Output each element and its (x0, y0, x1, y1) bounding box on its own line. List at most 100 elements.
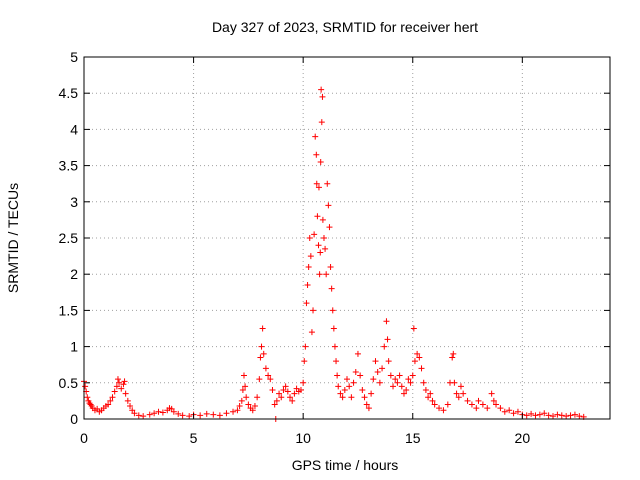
data-point (210, 411, 217, 418)
data-point (318, 86, 325, 93)
y-tick-label: 0 (70, 411, 78, 427)
data-point (450, 350, 457, 357)
data-point (563, 413, 570, 420)
data-point (346, 383, 353, 390)
data-point (376, 379, 383, 386)
data-point (352, 368, 359, 375)
data-point (249, 407, 256, 414)
data-point (273, 397, 280, 404)
y-tick-label: 5 (70, 49, 78, 65)
data-point (280, 387, 287, 394)
data-point (427, 390, 434, 397)
y-tick-label: 2.5 (59, 230, 79, 246)
data-point (407, 379, 414, 386)
data-point (506, 407, 513, 414)
data-point (410, 325, 417, 332)
data-point (396, 372, 403, 379)
data-point (541, 410, 548, 417)
data-point (234, 407, 241, 414)
x-tick-label: 10 (295, 430, 311, 446)
data-point (493, 401, 500, 408)
data-point (179, 412, 186, 419)
data-point (460, 390, 467, 397)
x-tick-label: 0 (80, 430, 88, 446)
data-point (260, 350, 267, 357)
data-point (282, 383, 289, 390)
data-point (197, 412, 204, 419)
data-point (203, 410, 210, 417)
data-point (475, 397, 482, 404)
chart-title: Day 327 of 2023, SRMTID for receiver her… (212, 19, 478, 35)
data-point (528, 410, 535, 417)
data-point (337, 390, 344, 397)
grid-layer (84, 57, 610, 419)
data-point (223, 410, 230, 417)
data-points (81, 86, 587, 422)
y-tick-label: 1.5 (59, 302, 79, 318)
data-point (240, 372, 247, 379)
data-point (425, 394, 432, 401)
data-point (335, 383, 342, 390)
data-point (576, 413, 583, 420)
data-point (319, 93, 326, 100)
data-point (473, 405, 480, 412)
data-point (359, 387, 366, 394)
data-point (243, 394, 250, 401)
data-point (333, 358, 340, 365)
data-point (394, 379, 401, 386)
data-point (317, 158, 324, 165)
data-point (365, 405, 372, 412)
data-point (558, 412, 565, 419)
data-point (322, 245, 329, 252)
data-point (265, 372, 272, 379)
y-tick-label: 4.5 (59, 85, 79, 101)
data-point (310, 307, 317, 314)
data-point (87, 401, 94, 408)
data-point (532, 412, 539, 419)
data-point (300, 379, 307, 386)
data-point (116, 379, 123, 386)
data-point (329, 307, 336, 314)
data-point (317, 249, 324, 256)
data-point (501, 408, 508, 415)
data-point (159, 409, 166, 416)
data-point (363, 401, 370, 408)
data-point (418, 365, 425, 372)
data-point (350, 379, 357, 386)
data-point (451, 379, 458, 386)
data-point (414, 350, 421, 357)
data-point (262, 365, 269, 372)
data-point (146, 411, 153, 418)
data-point (403, 387, 410, 394)
axis-ticks: 0 0.5 1 1.5 2 2.5 3 3.5 4 4.5 5 0 5 10 15 20 (59, 49, 610, 446)
data-point (392, 376, 399, 383)
data-point (571, 411, 578, 418)
data-point (554, 411, 561, 418)
data-point (416, 354, 423, 361)
data-point (357, 372, 364, 379)
data-point (302, 343, 309, 350)
data-point (372, 358, 379, 365)
data-point (479, 401, 486, 408)
y-tick-label: 4 (70, 121, 78, 137)
data-point (259, 325, 266, 332)
data-point (113, 383, 120, 390)
data-point (124, 397, 131, 404)
data-point (545, 412, 552, 419)
data-point (464, 397, 471, 404)
data-point (289, 397, 296, 404)
data-point (269, 387, 276, 394)
data-point (239, 387, 246, 394)
data-point (457, 383, 464, 390)
data-point (82, 383, 89, 390)
data-point (155, 408, 162, 415)
data-point (431, 401, 438, 408)
data-point (323, 271, 330, 278)
data-point (319, 216, 326, 223)
data-point (245, 401, 252, 408)
data-point (111, 388, 118, 395)
data-point (484, 405, 491, 412)
data-point (127, 402, 134, 409)
data-point (175, 410, 182, 417)
